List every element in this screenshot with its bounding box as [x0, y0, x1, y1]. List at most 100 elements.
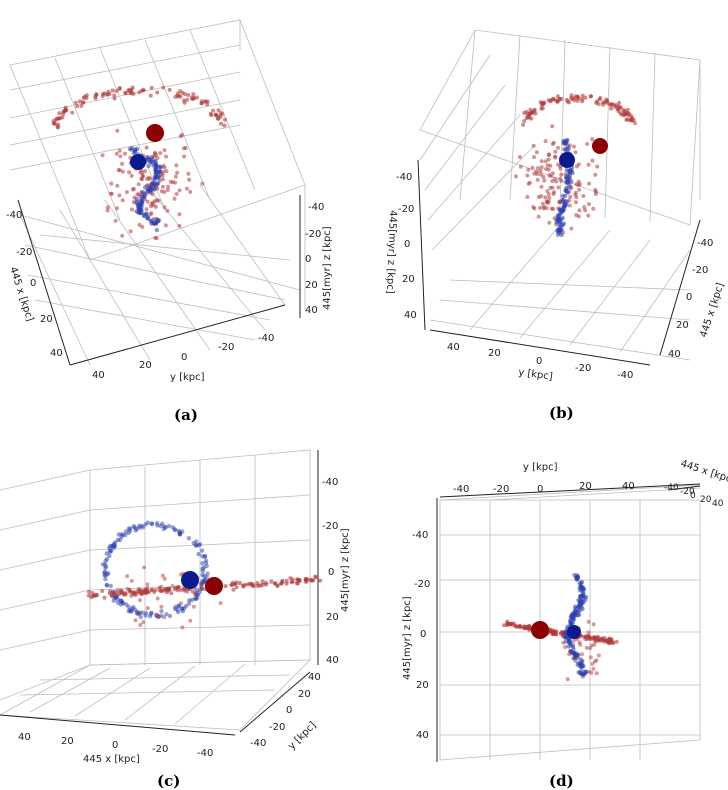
data-point: [188, 189, 193, 194]
data-point: [548, 185, 553, 190]
data-point: [81, 100, 85, 105]
data-point: [127, 146, 133, 152]
data-point: [165, 188, 170, 192]
data-point: [51, 118, 56, 123]
data-point: [166, 523, 172, 529]
tick-label: 0: [305, 254, 311, 265]
data-point: [583, 594, 589, 600]
data-point: [104, 583, 110, 588]
data-point: [120, 169, 125, 174]
data-point: [145, 606, 150, 611]
data-point: [309, 578, 314, 583]
panel-d: -40 -20 0 20 40 y [kpc] -40 -20 0 20 40 …: [402, 458, 728, 790]
tick-label: 0: [181, 352, 187, 363]
data-point: [149, 85, 154, 90]
data-point: [138, 623, 143, 627]
data-point: [154, 169, 159, 175]
data-point: [573, 192, 578, 197]
data-point: [185, 589, 190, 594]
data-point: [530, 111, 535, 116]
data-point: [138, 598, 142, 603]
data-point: [172, 587, 177, 592]
data-point: [263, 580, 268, 585]
data-point: [104, 557, 110, 562]
data-point: [551, 140, 556, 145]
data-point: [176, 93, 181, 98]
data-point: [539, 172, 543, 177]
panel-caption: (a): [174, 406, 198, 424]
data-point: [167, 613, 173, 619]
tick-label: -40: [258, 333, 274, 344]
data-point: [173, 180, 178, 185]
data-point: [539, 194, 544, 199]
data-point: [296, 581, 300, 586]
data-point: [152, 199, 157, 204]
data-point: [574, 575, 579, 581]
data-point: [562, 629, 567, 634]
data-point: [191, 92, 196, 97]
data-point: [594, 658, 599, 663]
data-point: [159, 604, 164, 609]
data-point: [125, 574, 130, 579]
data-point: [534, 150, 539, 155]
data-point: [128, 91, 133, 95]
axis-label-z: 445[myr] z [kpc]: [340, 528, 351, 612]
data-point: [216, 114, 221, 119]
data-point: [559, 227, 564, 232]
data-point: [131, 91, 136, 96]
data-point: [565, 137, 570, 143]
data-point: [595, 638, 600, 643]
tick-label: -40: [250, 738, 266, 749]
data-point: [579, 668, 584, 674]
data-point: [522, 118, 527, 123]
data-point: [148, 157, 153, 162]
data-point: [219, 121, 223, 126]
data-point: [162, 615, 167, 620]
red-center-marker: [146, 124, 164, 142]
data-point: [196, 551, 201, 557]
data-point: [177, 212, 182, 217]
data-point: [103, 566, 108, 571]
data-point: [109, 181, 114, 186]
data-point: [158, 151, 163, 156]
tick-label: 20: [579, 481, 592, 492]
data-point: [568, 640, 573, 645]
data-point: [303, 578, 308, 583]
panel-d-z-ticks: -40 -20 0 20 40: [412, 530, 430, 741]
panel-c-axes: [0, 450, 319, 736]
data-point: [145, 199, 150, 204]
data-point: [137, 222, 142, 227]
data-point: [144, 145, 149, 150]
data-point: [164, 154, 168, 159]
tick-label: 40: [92, 370, 105, 381]
data-point: [275, 583, 280, 588]
data-point: [100, 562, 106, 567]
data-point: [223, 584, 228, 589]
data-point: [570, 620, 575, 625]
data-point: [513, 174, 518, 179]
data-point: [186, 171, 191, 176]
data-point: [557, 96, 562, 101]
data-point: [149, 181, 154, 186]
data-point: [553, 149, 558, 154]
panel-caption: (b): [549, 404, 574, 422]
data-point: [513, 623, 518, 628]
data-point: [193, 592, 198, 597]
red-center-marker: [205, 577, 223, 595]
data-point: [135, 611, 140, 616]
data-point: [73, 100, 78, 105]
data-point: [174, 192, 179, 196]
tick-label: -20: [218, 342, 234, 353]
data-point: [200, 181, 205, 186]
blue-center-marker: [559, 152, 575, 168]
data-point: [574, 610, 579, 615]
data-point: [167, 87, 172, 92]
tick-label: 40: [308, 672, 321, 683]
data-point: [606, 101, 611, 106]
data-point: [153, 235, 158, 240]
data-point: [149, 587, 154, 592]
data-point: [136, 589, 141, 594]
data-point: [146, 163, 151, 169]
data-point: [625, 117, 630, 122]
data-point: [187, 177, 192, 182]
